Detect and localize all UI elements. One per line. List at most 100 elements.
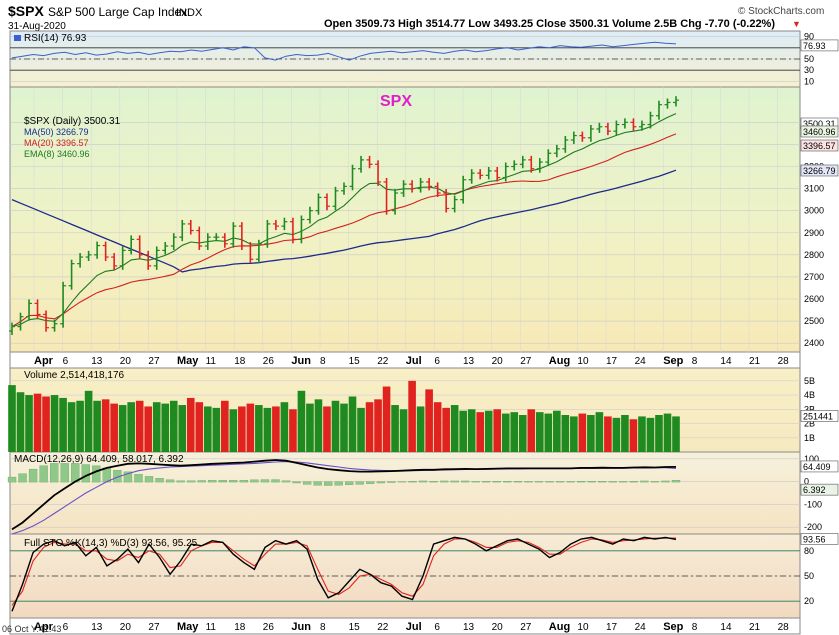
macd-histogram-bar [18,473,27,483]
footer-label: 06 Oct Y:41.43 [2,624,61,634]
x-axis-label: 15 [349,356,361,367]
price-last-ma50: 3266.79 [800,164,839,177]
volume-bar [587,415,595,452]
x-axis-label-bottom: Sep [663,621,683,633]
volume-bar [484,410,493,452]
x-axis-label-bottom: Jul [406,621,422,633]
volume-bar [101,399,110,452]
volume-bar [518,415,527,452]
macd-histogram-bar [598,481,607,483]
volume-bar [399,409,408,452]
x-axis-label: 11 [206,356,217,367]
price-tick-label: 2800 [804,250,824,260]
x-axis-label-bottom: Aug [549,621,570,633]
volume-bar [493,409,502,452]
macd-histogram-bar [92,465,101,483]
sto-k-line [11,536,677,612]
x-axis-label: 28 [778,356,790,367]
price-last-ma20-text: 3396.57 [803,141,836,151]
macd-line [11,459,677,531]
macd-last-value: 64.409 [800,460,839,473]
macd-histogram-bar [534,481,544,483]
x-axis-label-bottom: 21 [749,622,761,633]
x-axis-label: 21 [749,356,761,367]
volume-bar [152,402,161,452]
x-axis-label: 20 [492,356,504,367]
volume-bar [144,406,153,452]
price-title: $SPX (Daily) 3500.31 [24,116,121,127]
volume-bar [59,397,67,452]
volume-bar [195,402,204,452]
x-axis-label: Jul [406,355,422,367]
volume-bar [357,407,365,452]
macd-histogram-bar [376,481,386,484]
macd-histogram-bar [387,481,396,483]
macd-tick-label: 100 [804,454,819,464]
x-axis-label: 14 [720,356,732,367]
macd-tick-label: -200 [804,522,822,532]
chart-labels: 907050301076.933400330032003100300029002… [34,32,839,633]
volume-bar [365,402,374,452]
x-axis-label: Aug [549,355,570,367]
volume-bar [263,407,272,452]
x-axis-label: 10 [577,356,589,367]
volume-bar [416,406,425,452]
volume-last-value: 251441 [800,410,839,422]
macd-histogram-bar [208,480,217,483]
volume-bar [323,406,331,452]
macd-histogram-bar [355,481,364,485]
volume-bar [25,395,33,452]
x-axis-label-bottom: 20 [120,622,132,633]
x-axis-label-bottom: 13 [91,622,103,633]
rsi-line [11,41,677,61]
volume-bar [16,392,25,452]
volume-bar [391,405,399,452]
rsi-title: RSI(14) 76.93 [24,33,87,44]
macd-histogram-bar [450,480,459,483]
macd-histogram-bar [39,465,48,483]
volume-bar [161,403,170,452]
volume-bar [595,412,604,452]
x-axis-label: 8 [320,356,326,367]
volume-bar [646,417,655,452]
macd-histogram-bar [492,481,501,483]
x-axis-label: Apr [34,355,54,367]
macd-histogram-bar [187,480,196,483]
price-last-ema8-box [800,125,839,138]
change-arrow-icon: ▼ [792,19,801,29]
macd-histogram-bar [7,476,17,483]
rsi-tick-label: 30 [804,65,814,75]
volume-bar [621,415,629,452]
price-panel [9,86,801,353]
x-axis-label-bottom: 24 [635,622,647,633]
sto-last-value-box [800,533,839,545]
x-axis-label-bottom: 28 [778,622,790,633]
volume-bar [459,410,467,452]
macd-histogram-bar [250,479,259,483]
price-tick-label: 3100 [804,184,824,194]
price-last-ema8: 3460.96 [800,125,839,138]
x-axis-label-bottom: 15 [349,622,361,633]
macd-hist-last-value: 6.392 [800,483,839,496]
volume-bar [67,402,76,452]
price-last-close-text: 3500.31 [803,119,836,129]
macd-histogram-bar [229,480,238,483]
sto-title: Full STO %K(14,3) %D(3) 93.56, 95.25 [24,538,198,549]
macd-histogram-bar [81,464,90,483]
x-axis-label-bottom: Apr [34,621,54,633]
volume-bar [229,409,238,452]
macd-histogram-bar [197,480,206,483]
x-axis-label-bottom: 8 [692,622,698,633]
volume-bar [110,403,118,452]
macd-histogram-bar [324,481,333,486]
volume-bar [246,403,255,452]
price-legend-ema8: EMA(8) 3460.96 [24,149,90,159]
macd-histogram-bar [50,463,59,483]
spx-annotation: SPX [380,93,412,110]
volume-bar [203,406,212,452]
macd-histogram-bar [155,478,164,483]
volume-bar [382,386,391,452]
macd-tick-label: -100 [804,499,822,509]
volume-bar [42,396,50,452]
